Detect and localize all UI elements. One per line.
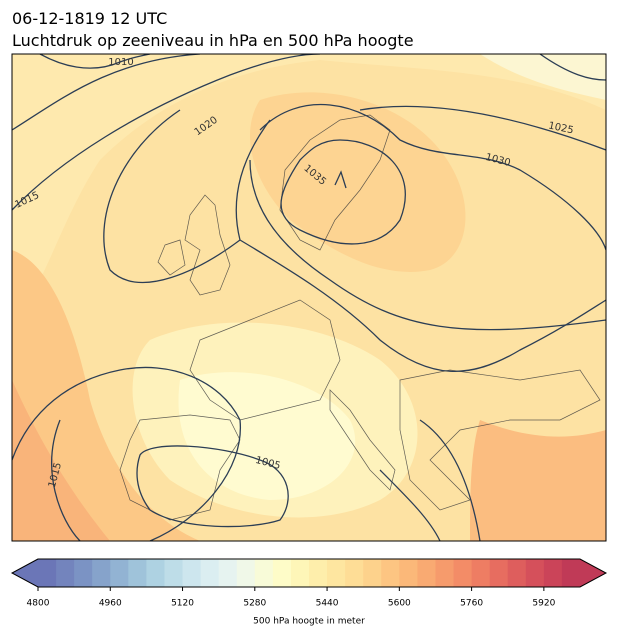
map-title: 06-12-1819 12 UTC — [12, 9, 167, 28]
colorbar-segment — [254, 559, 274, 587]
colorbar-label: 500 hPa hoogte in meter — [253, 617, 365, 627]
colorbar-tick-label: 4800 — [27, 599, 50, 609]
colorbar-tick-label: 5920 — [532, 599, 555, 609]
isobar-label: 1010 — [108, 57, 133, 68]
colorbar-segment — [363, 559, 382, 587]
colorbar-tick-label: 5600 — [388, 599, 411, 609]
land-outline — [184, 194, 231, 296]
colorbar-segment — [200, 559, 220, 587]
isobar — [259, 103, 606, 251]
colorbar-segment — [327, 559, 346, 587]
colorbar-tick-label: 5120 — [171, 599, 194, 609]
colorbar-segment — [146, 559, 165, 587]
colorbar-segment — [471, 559, 491, 587]
isobar — [51, 419, 481, 541]
colorbar-segment — [164, 559, 184, 587]
colorbar-tick-label: 4960 — [99, 599, 122, 609]
isobar — [136, 445, 289, 528]
colorbar-segment — [218, 559, 238, 587]
land-outline — [399, 369, 601, 511]
isobar — [280, 139, 406, 245]
colorbar-segment — [272, 559, 292, 587]
colorbar-segment — [56, 559, 75, 587]
colorbar-extend-high — [580, 559, 606, 587]
colorbar-segment — [399, 559, 418, 587]
colorbar-tick-label: 5440 — [316, 599, 339, 609]
isobar — [103, 109, 606, 373]
isobar — [12, 366, 241, 541]
colorbar-segment — [290, 559, 310, 587]
colorbar-segment — [543, 559, 563, 587]
colorbar-segment — [525, 559, 545, 587]
colorbar-segment — [453, 559, 473, 587]
colorbar: 4800 4960 5120 5280 5440 5600 5760 5920 — [10, 558, 608, 609]
colorbar-segment — [182, 559, 202, 587]
isobar-label: 1025 — [547, 120, 574, 136]
colorbar-segment — [381, 559, 400, 587]
map — [12, 54, 606, 541]
colorbar-segment — [561, 559, 581, 587]
colorbar-segment — [74, 559, 93, 587]
isobar — [359, 54, 606, 151]
map-subtitle: Luchtdruk op zeeniveau in hPa en 500 hPa… — [12, 31, 414, 50]
land-outline — [189, 299, 341, 421]
colorbar-segment — [345, 559, 364, 587]
isobar — [12, 54, 321, 211]
colorbar-extend-low — [12, 559, 38, 587]
colorbar-segment — [489, 559, 509, 587]
colorbar-tick-label: 5280 — [243, 599, 266, 609]
map-frame — [11, 53, 607, 542]
land-outline — [279, 114, 391, 251]
colorbar-segment — [110, 559, 129, 587]
colorbar-segment — [92, 559, 111, 587]
colorbar-segment — [38, 559, 57, 587]
land-outline — [329, 389, 396, 491]
colorbar-segment — [309, 559, 328, 587]
land-outline — [157, 239, 186, 276]
colorbar-segment — [507, 559, 527, 587]
colorbar-segment — [236, 559, 256, 587]
colorbar-segment — [417, 559, 436, 587]
colorbar-frame — [10, 558, 608, 588]
colorbar-tick-label: 5760 — [460, 599, 483, 609]
isobar — [235, 119, 606, 331]
colorbar-segment — [435, 559, 455, 587]
colorbar-segment — [128, 559, 147, 587]
land-outline — [119, 414, 241, 521]
isobar — [39, 54, 151, 69]
